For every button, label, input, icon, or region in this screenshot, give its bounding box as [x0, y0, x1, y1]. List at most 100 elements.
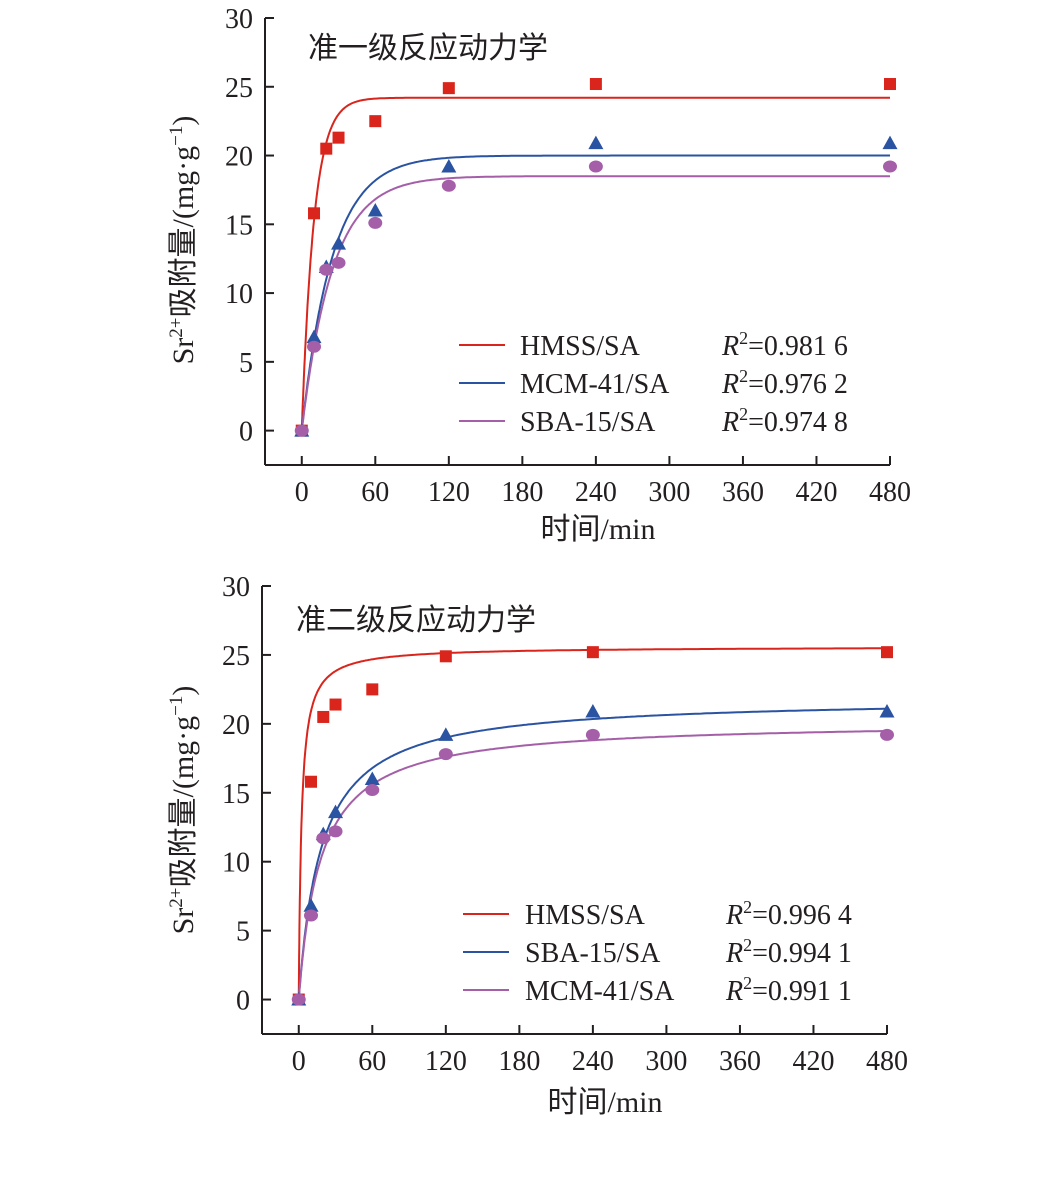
- x-tick-label: 240: [572, 1046, 614, 1077]
- r2-value: =0.991 1: [752, 976, 852, 1007]
- y-axis-title-sup: 2+: [166, 317, 187, 337]
- r2-exponent: 2: [743, 935, 752, 955]
- panel-title: 准一级反应动力学: [308, 32, 548, 65]
- legend-label: HMSS/SA: [525, 900, 646, 931]
- data-point: [884, 78, 896, 91]
- legend-label: MCM-41/SA: [520, 369, 670, 400]
- data-point: [291, 993, 306, 1006]
- y-tick-label: 5: [236, 917, 250, 948]
- x-tick-label: 60: [361, 477, 389, 508]
- data-point: [320, 142, 333, 155]
- x-tick-label: 420: [795, 477, 837, 508]
- data-point: [316, 832, 331, 845]
- y-axis-title-mid: 吸附量/(mg·g: [167, 146, 200, 318]
- data-point: [369, 115, 382, 128]
- x-tick-label: 120: [428, 477, 470, 508]
- x-tick-label: 300: [648, 477, 690, 508]
- data-point: [881, 646, 893, 659]
- legend-r2: R2=0.996 4: [725, 897, 852, 931]
- y-tick-label: 5: [239, 348, 253, 379]
- y-tick-label: 30: [222, 572, 250, 603]
- y-axis-title-sup: 2+: [166, 887, 187, 907]
- x-tick-label: 480: [866, 1046, 908, 1077]
- data-point: [441, 159, 457, 173]
- x-tick-label: 180: [501, 477, 543, 508]
- r2-symbol: R: [721, 369, 739, 400]
- legend-r2: R2=0.994 1: [725, 935, 852, 969]
- x-tick-label: 360: [722, 477, 764, 508]
- y-axis-title-pre: Sr: [167, 908, 200, 935]
- y-tick-label: 10: [225, 279, 253, 310]
- data-point: [319, 263, 334, 276]
- data-point: [880, 728, 894, 741]
- data-point: [308, 207, 321, 220]
- data-point: [332, 131, 345, 144]
- y-axis-title: Sr2+吸附量/(mg·g−1): [166, 116, 200, 365]
- legend-entry: MCM-41/SA R2=0.976 2: [459, 366, 848, 400]
- legend-entry: SBA-15/SA R2=0.994 1: [463, 935, 852, 969]
- r2-symbol: R: [725, 900, 743, 931]
- y-tick-label: 20: [225, 142, 253, 173]
- r2-value: =0.974 8: [748, 407, 848, 438]
- panel-title: 准二级反应动力学: [296, 604, 536, 637]
- data-point: [441, 179, 456, 192]
- y-tick-label: 25: [225, 73, 253, 104]
- r2-symbol: R: [721, 331, 739, 362]
- data-point: [328, 804, 344, 819]
- legend-entry: HMSS/SA R2=0.981 6: [459, 328, 848, 362]
- x-tick-label: 0: [292, 1046, 306, 1077]
- data-point: [329, 698, 342, 711]
- y-tick-label: 25: [222, 641, 250, 672]
- data-point: [365, 784, 380, 797]
- r2-value: =0.981 6: [748, 331, 848, 362]
- fit-curve: [300, 175, 890, 431]
- x-tick-label: 240: [575, 477, 617, 508]
- legend-label: SBA-15/SA: [525, 938, 661, 969]
- data-point: [439, 650, 452, 663]
- data-point: [588, 135, 604, 150]
- legend-r2: R2=0.974 8: [721, 404, 848, 438]
- y-tick-label: 30: [225, 4, 253, 35]
- y-axis-title-sup: −1: [166, 126, 187, 146]
- x-tick-label: 420: [792, 1046, 834, 1077]
- x-tick-label: 120: [425, 1046, 467, 1077]
- data-point: [331, 236, 347, 250]
- y-tick-label: 15: [222, 779, 250, 810]
- x-tick-label: 360: [719, 1046, 761, 1077]
- legend: HMSS/SA R2=0.996 4 SBA-15/SA R2=0.994 1 …: [463, 897, 852, 1007]
- legend-entry: MCM-41/SA R2=0.991 1: [463, 973, 852, 1007]
- r2-value: =0.994 1: [752, 938, 852, 969]
- data-point: [364, 771, 380, 785]
- data-point: [585, 728, 600, 741]
- data-point: [882, 135, 898, 150]
- y-tick-label: 0: [239, 417, 253, 448]
- data-point: [879, 703, 895, 718]
- r2-exponent: 2: [739, 366, 748, 386]
- data-point: [294, 424, 309, 437]
- data-point: [328, 825, 343, 838]
- data-point: [306, 329, 322, 344]
- plot-area-1: [294, 78, 898, 437]
- data-point: [438, 748, 453, 761]
- data-point: [442, 82, 455, 95]
- data-point: [317, 710, 330, 723]
- legend-label: MCM-41/SA: [525, 976, 675, 1007]
- x-tick-label: 60: [358, 1046, 386, 1077]
- legend-entry: SBA-15/SA R2=0.974 8: [459, 404, 848, 438]
- data-point: [366, 683, 379, 696]
- data-point: [367, 203, 383, 217]
- y-tick-label: 10: [222, 848, 250, 879]
- y-axis-title-pre: Sr: [167, 338, 200, 365]
- legend-r2: R2=0.976 2: [721, 366, 848, 400]
- y-axis-title-post: ): [167, 116, 200, 126]
- data-point: [303, 898, 319, 912]
- r2-exponent: 2: [743, 897, 752, 917]
- fit-curve: [300, 154, 890, 431]
- x-tick-label: 0: [295, 477, 309, 508]
- legend-r2: R2=0.981 6: [721, 328, 848, 362]
- data-point: [307, 340, 322, 353]
